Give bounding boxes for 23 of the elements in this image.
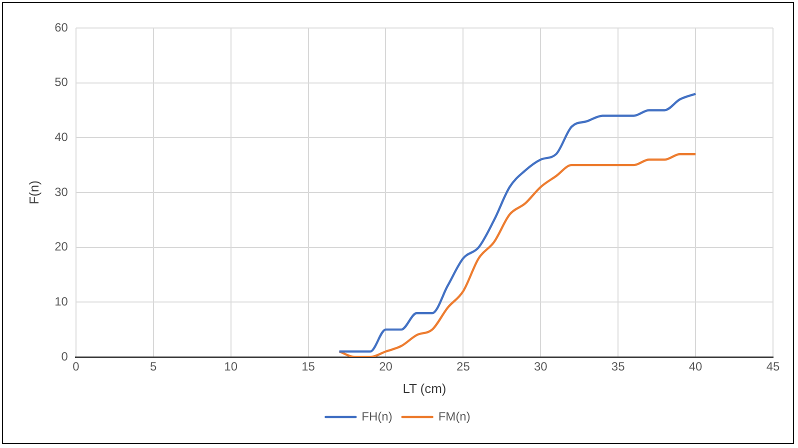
x-tick-label: 5 <box>150 360 158 374</box>
y-tick-label: 0 <box>61 349 68 364</box>
x-axis-title: LT (cm) <box>402 380 446 396</box>
x-tick-label: 35 <box>611 360 626 374</box>
y-tick-label: 30 <box>54 184 68 199</box>
x-tick-label: 40 <box>688 360 703 374</box>
x-tick-label: 20 <box>379 360 393 374</box>
legend-label: FH(n) <box>362 409 392 424</box>
y-tick-label: 60 <box>54 20 68 34</box>
x-tick-label: 10 <box>224 360 238 374</box>
y-tick-label: 50 <box>54 75 68 90</box>
y-tick-label: 10 <box>54 294 68 308</box>
line-series <box>338 153 697 357</box>
legend-label: FM(n) <box>438 409 470 424</box>
x-tick-label: 0 <box>72 360 80 374</box>
y-axis-title: F(n) <box>26 180 42 204</box>
x-tick-label: 45 <box>766 360 780 374</box>
line-series <box>338 92 697 353</box>
y-tick-label: 20 <box>54 240 68 254</box>
x-tick-label: 25 <box>456 360 470 374</box>
x-tick-label: 15 <box>302 360 316 374</box>
y-tick-label: 40 <box>54 130 68 144</box>
x-tick-label: 30 <box>534 360 548 374</box>
